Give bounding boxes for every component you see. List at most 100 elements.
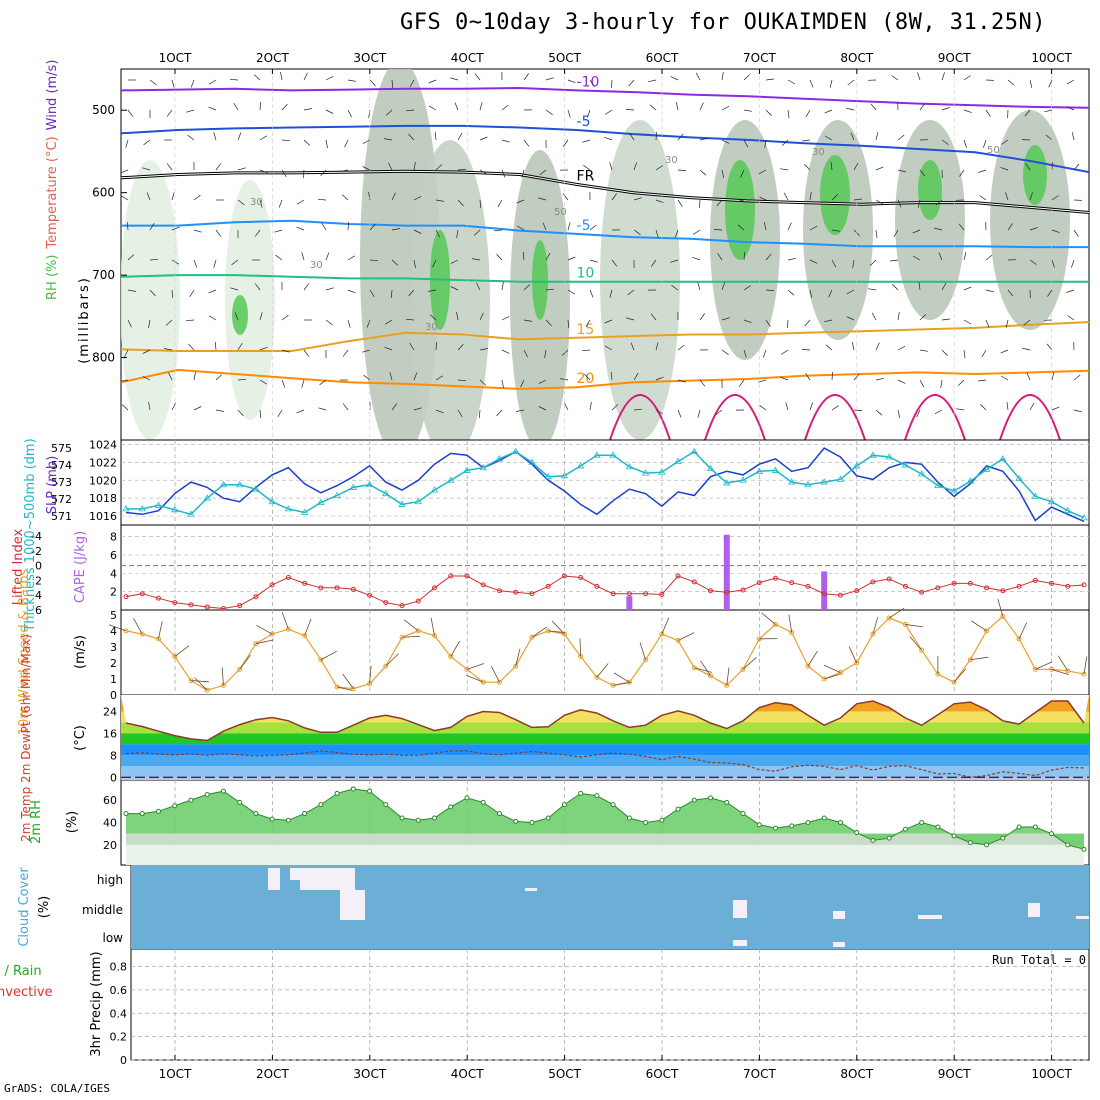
wind-barb	[142, 349, 151, 354]
wind-barb	[941, 139, 949, 145]
wind-barb	[301, 379, 305, 388]
temperature-band	[121, 722, 1089, 734]
wind-barb	[501, 379, 504, 388]
rh-contour-fill	[600, 120, 680, 440]
wind-barb	[413, 196, 422, 201]
wind-barb	[215, 374, 223, 381]
wind-barb	[434, 131, 437, 141]
wind-barb	[281, 314, 289, 321]
wind-barb-10m	[761, 612, 776, 625]
wind-barb	[457, 132, 463, 141]
li-marker	[1065, 583, 1071, 589]
rh-contour-fill	[232, 295, 248, 335]
wind-barb	[870, 103, 877, 111]
wind-barb-10m	[1035, 661, 1052, 670]
wind-barb	[868, 288, 877, 291]
wind-barb	[193, 372, 196, 381]
y-axis-label-part: Wind (m/s)	[45, 60, 60, 131]
wind-barb	[743, 139, 749, 148]
thickness-marker	[479, 463, 487, 471]
y-axis-label-lifted-index: Lifted Index	[11, 528, 26, 605]
y-axis-label-rh: 2m RH	[29, 800, 44, 844]
wind-barb	[743, 319, 752, 324]
panel-precip-frame	[130, 948, 1090, 1061]
y-axis-label-millibars: (millibars)	[77, 276, 92, 364]
li-marker	[496, 588, 502, 594]
wind-barb	[472, 258, 481, 261]
wind-barb	[891, 75, 899, 81]
cloud-cover-gap	[290, 868, 300, 880]
li-marker	[545, 583, 551, 589]
rh-marker	[821, 815, 827, 821]
wind-barb	[413, 229, 422, 234]
wind-marker	[659, 631, 665, 637]
wind-barb	[520, 379, 525, 388]
rh-marker	[204, 792, 210, 798]
y-tick-label-thickness: 572	[51, 493, 72, 506]
wind-barb-10m	[385, 653, 399, 667]
li-marker	[708, 588, 714, 594]
thickness-marker	[447, 476, 455, 483]
wind-marker	[594, 674, 600, 680]
cloud-cover-gap	[833, 911, 845, 919]
li-marker	[139, 591, 145, 597]
thickness-marker	[934, 481, 942, 489]
wind-barb	[496, 253, 503, 261]
li-marker	[789, 580, 795, 586]
rh-marker	[123, 811, 129, 817]
li-marker	[821, 591, 827, 597]
temperature-band	[121, 777, 1089, 780]
wind-barb	[783, 192, 789, 201]
wind-barb	[254, 229, 261, 237]
wind-barb	[187, 134, 195, 141]
wind-barb	[630, 342, 635, 351]
wind-barb	[391, 259, 399, 266]
wind-barb	[476, 282, 481, 291]
li-marker	[367, 592, 373, 598]
li-marker	[383, 600, 389, 606]
wind-marker	[951, 679, 957, 685]
wind-barb	[325, 109, 334, 114]
wind-barb	[171, 289, 174, 299]
wind-marker	[805, 663, 811, 669]
wind-barb	[677, 379, 686, 383]
wind-barb	[432, 259, 437, 268]
wind-marker	[708, 673, 714, 679]
wind-marker	[821, 676, 827, 682]
wind-barb	[545, 288, 555, 291]
wind-barb	[171, 259, 179, 265]
wind-barb	[208, 289, 217, 294]
wind-barb	[912, 255, 921, 261]
wind-barb	[457, 199, 464, 207]
wind-barb	[941, 318, 950, 321]
thickness-marker	[674, 457, 682, 464]
rh-marker	[480, 799, 486, 805]
wind-barb	[303, 349, 310, 357]
li-marker	[302, 580, 308, 586]
wind-barb	[435, 341, 438, 351]
thickness-marker	[1047, 497, 1056, 505]
wind-barb	[677, 199, 683, 207]
upper-air-contours	[121, 69, 1070, 440]
li-marker	[756, 580, 762, 586]
wind-barb	[677, 133, 684, 141]
isotherm-line	[121, 124, 1089, 174]
panels-layer	[108, 69, 1089, 1061]
wind-barb	[149, 79, 157, 86]
y-tick-label-rh: 60	[103, 794, 117, 807]
wind-barb	[589, 79, 595, 87]
wind-barb	[516, 409, 525, 412]
wind-marker	[172, 654, 178, 660]
wind-barb	[479, 312, 484, 321]
wind-marker	[464, 666, 470, 672]
wind-barb	[846, 316, 855, 321]
wind-barb	[983, 139, 987, 148]
wind-barb	[625, 109, 635, 111]
rh-marker	[675, 806, 681, 812]
rh-contour-fill	[820, 155, 850, 235]
rh-marker	[610, 802, 616, 808]
li-marker	[237, 603, 243, 609]
wind-barb	[743, 74, 751, 81]
wind-barb	[408, 133, 415, 141]
wind-barb-10m	[905, 624, 924, 628]
